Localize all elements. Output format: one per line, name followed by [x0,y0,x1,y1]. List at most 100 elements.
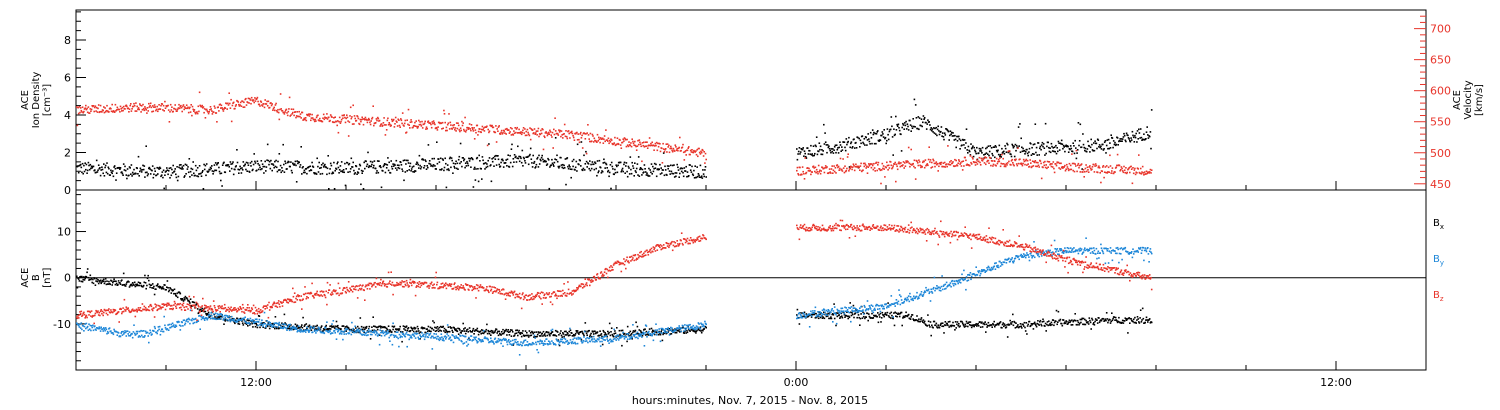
density-series-point [651,173,653,175]
bx-series-point [248,319,250,322]
velocity-series-point [273,106,275,109]
velocity-series-point [637,143,640,146]
velocity-series-point [430,126,433,129]
bx-series-point [220,315,223,318]
velocity-series-point [613,142,615,144]
bx-series-point [911,314,914,316]
density-series-point [930,127,932,129]
bx-series-point [1146,319,1148,321]
by-series-point [207,317,209,320]
density-series-point [524,160,526,162]
density-series-point [261,168,263,170]
velocity-series-point [111,103,113,106]
velocity-series-point [946,165,948,168]
bx-series-point [439,329,441,332]
bx-series-point [82,278,84,281]
density-series-point [284,162,287,165]
bx-series-point [515,329,517,332]
velocity-series-point [959,162,962,164]
velocity-series-point [859,165,862,167]
density-series-point [1086,148,1089,150]
bx-series-point [265,327,267,329]
density-series-point [178,166,180,169]
velocity-series-point [933,162,936,165]
density-series-point [94,169,96,171]
bx-series-point [909,318,912,320]
bx-series-point [1013,321,1016,324]
velocity-series-point [516,126,518,129]
density-series-point [954,138,957,141]
bx-series-point [223,323,225,325]
density-series-point [700,175,703,177]
velocity-series-point [1019,158,1021,160]
velocity-series-point [570,131,572,134]
density-series-point [406,170,408,172]
velocity-series-point [571,132,574,135]
bx-series-point [429,326,432,329]
bx-series-point [81,275,83,278]
density-series-point [938,130,940,132]
bx-series-point [288,325,291,328]
bx-series-point [337,327,340,329]
velocity-series-point [832,172,834,174]
velocity-series-point [110,107,112,110]
velocity-series-point [1062,167,1064,169]
density-series-point [663,174,666,177]
density-series-point [171,172,174,174]
by-series-point [170,323,173,326]
density-series-point [451,159,453,162]
bx-series-point [373,325,375,327]
velocity-series-point [565,135,568,138]
velocity-series-point [392,118,395,121]
bx-series-point [581,332,584,334]
velocity-series-point [288,108,290,110]
density-series-point [211,165,213,167]
bx-series-point [1024,326,1026,329]
density-series-point [985,152,988,154]
velocity-series-point [508,132,511,134]
bx-series-point [929,321,932,323]
bx-series-point [832,313,834,315]
bx-series-point [113,278,115,280]
by-series-point [110,330,112,332]
bx-series-point [596,331,599,333]
bx-series-point [973,325,975,328]
velocity-series-point [992,165,994,167]
density-series-point [367,166,370,169]
bx-series-point [151,283,154,285]
density-series-point [811,153,813,155]
bx-series-point [872,317,875,319]
bx-series-point [356,325,359,328]
density-series-point [986,153,989,155]
bx-series-point [959,325,961,327]
density-series-point [1118,140,1121,142]
bx-series-point [232,317,234,320]
velocity-series-point [176,108,179,111]
density-series-point [1074,139,1076,142]
velocity-series-point [974,164,977,166]
bx-series-point [938,326,941,329]
density-series-point [326,173,328,176]
bx-series-point [1112,317,1114,320]
density-series-point [1023,149,1026,152]
velocity-series-point [638,139,641,141]
density-series-point [861,135,864,137]
velocity-series-point [536,134,538,136]
velocity-series-point [419,121,421,123]
density-series-point [965,128,968,130]
velocity-series-point [1038,166,1040,168]
density-series-point [889,128,892,131]
bx-series-point [135,283,137,286]
density-series-point [485,166,488,169]
density-series-point [650,163,653,165]
velocity-series-point [551,131,554,134]
by-series-point [158,328,160,331]
density-series-point [635,171,637,174]
velocity-series-point [584,138,587,140]
density-series-point [361,172,363,174]
velocity-series-point [1004,165,1007,168]
bx-series-point [436,329,438,332]
bx-series-point [974,324,977,326]
by-series-point [124,330,126,332]
velocity-series-point [313,120,316,123]
